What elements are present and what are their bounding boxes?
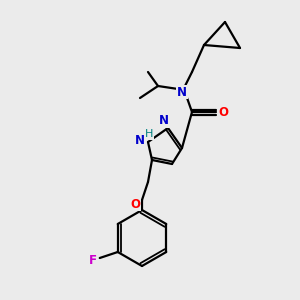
Text: H: H <box>145 129 153 139</box>
Text: N: N <box>159 115 169 128</box>
Text: N: N <box>177 85 187 98</box>
Text: F: F <box>89 254 97 266</box>
Text: N: N <box>135 134 145 146</box>
Text: O: O <box>130 197 140 211</box>
Text: O: O <box>218 106 228 118</box>
